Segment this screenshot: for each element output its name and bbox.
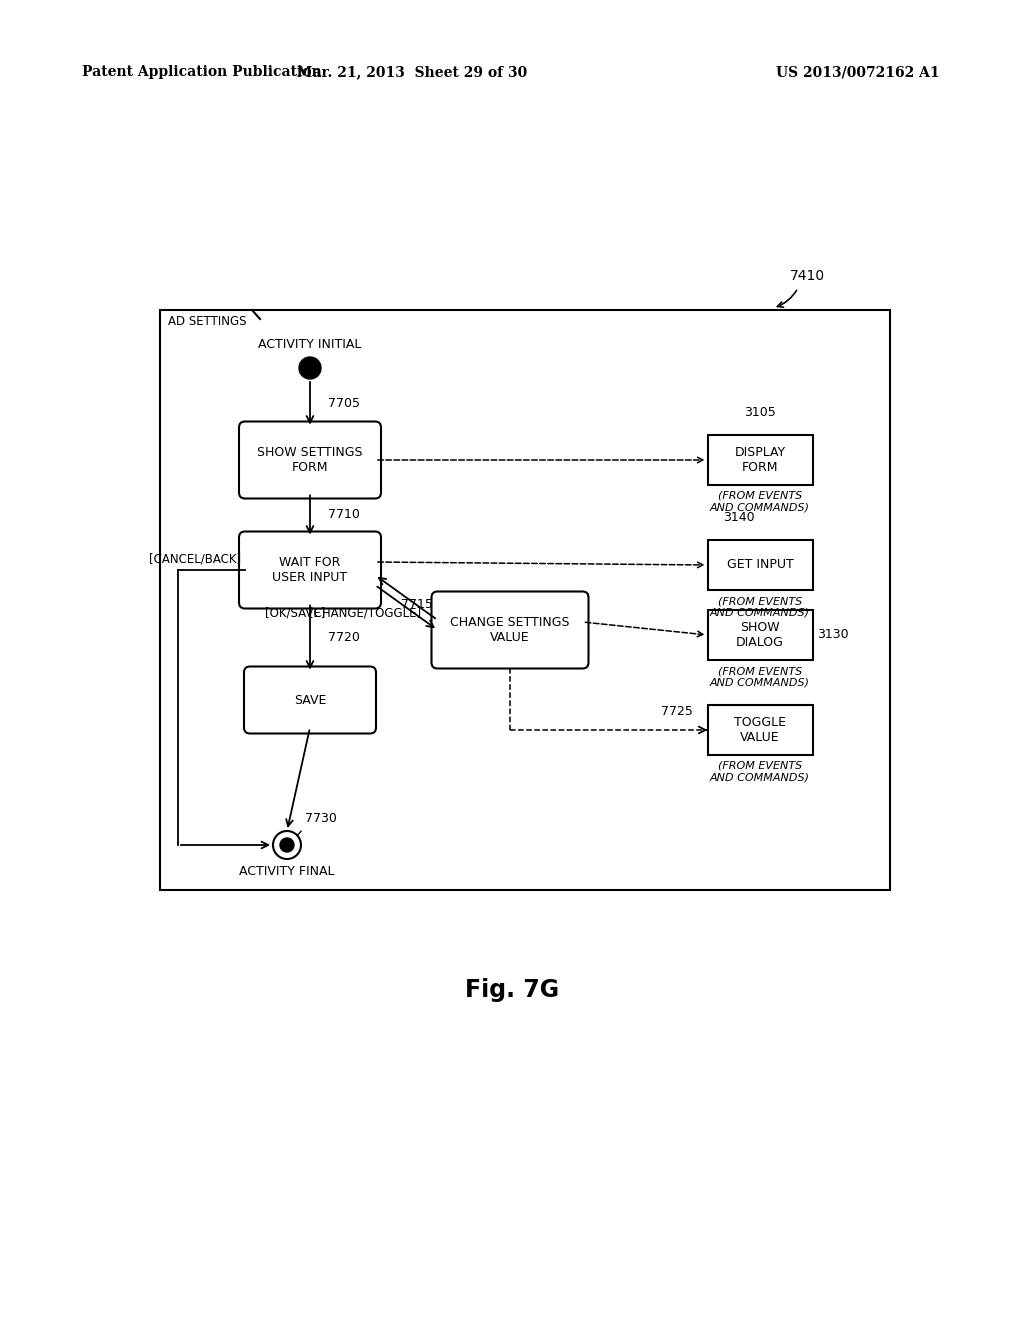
Circle shape [280,838,294,851]
Circle shape [273,832,301,859]
Text: AD SETTINGS: AD SETTINGS [168,315,247,327]
Text: Fig. 7G: Fig. 7G [465,978,559,1002]
Text: 3130: 3130 [817,628,849,642]
Text: [CHANGE/TOGGLE]: [CHANGE/TOGGLE] [309,606,421,619]
FancyBboxPatch shape [239,421,381,499]
FancyBboxPatch shape [239,532,381,609]
Text: 7705: 7705 [328,397,360,409]
Text: 7725: 7725 [660,705,692,718]
Text: ACTIVITY FINAL: ACTIVITY FINAL [240,865,335,878]
Text: ACTIVITY INITIAL: ACTIVITY INITIAL [258,338,361,351]
Text: 7410: 7410 [790,269,825,282]
FancyBboxPatch shape [708,610,812,660]
Text: DISPLAY
FORM: DISPLAY FORM [734,446,785,474]
Text: Mar. 21, 2013  Sheet 29 of 30: Mar. 21, 2013 Sheet 29 of 30 [297,65,527,79]
Text: TOGGLE
VALUE: TOGGLE VALUE [734,715,786,744]
Text: US 2013/0072162 A1: US 2013/0072162 A1 [776,65,940,79]
Text: 7720: 7720 [328,631,359,644]
Text: (FROM EVENTS
AND COMMANDS): (FROM EVENTS AND COMMANDS) [710,667,810,688]
Text: SAVE: SAVE [294,693,327,706]
Text: 3105: 3105 [744,407,776,418]
Text: (FROM EVENTS
AND COMMANDS): (FROM EVENTS AND COMMANDS) [710,762,810,783]
FancyBboxPatch shape [708,540,812,590]
FancyBboxPatch shape [708,436,812,484]
FancyBboxPatch shape [160,310,890,890]
Text: SHOW
DIALOG: SHOW DIALOG [736,620,784,649]
FancyBboxPatch shape [708,705,812,755]
Circle shape [299,356,321,379]
FancyBboxPatch shape [431,591,589,668]
Text: (FROM EVENTS
AND COMMANDS): (FROM EVENTS AND COMMANDS) [710,491,810,512]
Text: 7715: 7715 [400,598,432,611]
Text: 7710: 7710 [328,508,359,521]
Text: 3140: 3140 [723,511,755,524]
Text: (FROM EVENTS
AND COMMANDS): (FROM EVENTS AND COMMANDS) [710,597,810,618]
Text: 7730: 7730 [305,812,337,825]
Text: SHOW SETTINGS
FORM: SHOW SETTINGS FORM [257,446,362,474]
Text: CHANGE SETTINGS
VALUE: CHANGE SETTINGS VALUE [451,616,569,644]
Text: WAIT FOR
USER INPUT: WAIT FOR USER INPUT [272,556,347,583]
Text: [OK/SAVE]: [OK/SAVE] [265,606,326,619]
FancyBboxPatch shape [244,667,376,734]
Text: Patent Application Publication: Patent Application Publication [82,65,322,79]
Text: [CANCEL/BACK]: [CANCEL/BACK] [148,552,241,565]
Text: GET INPUT: GET INPUT [727,558,794,572]
